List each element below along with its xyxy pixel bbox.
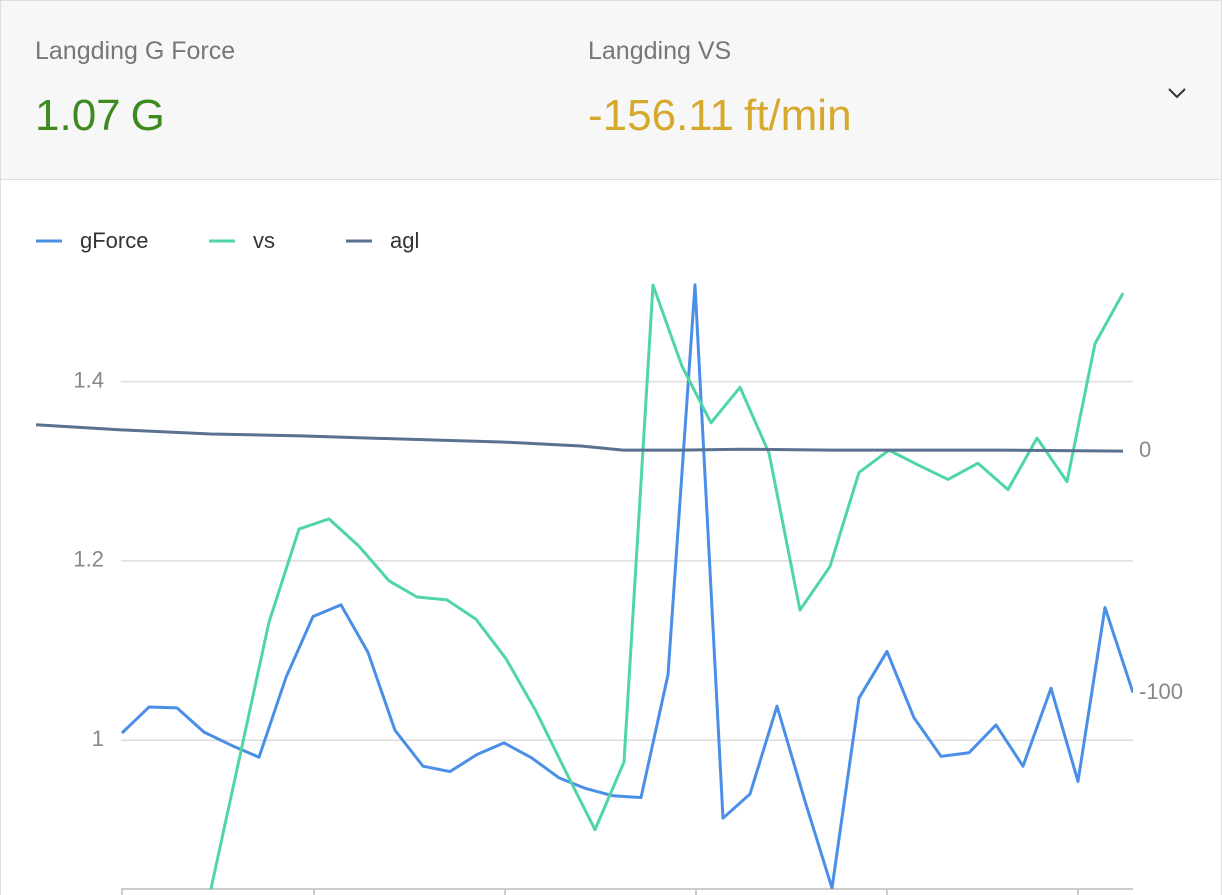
value: 1.07	[35, 91, 121, 140]
stat-value: 1.07 G	[35, 91, 175, 141]
unit: ft/min	[743, 91, 852, 140]
series-line	[209, 283, 1125, 889]
header: Langding G Force 1.07 G Langding VS -156.…	[1, 1, 1221, 180]
series-line	[120, 283, 1133, 889]
plot	[36, 283, 1133, 889]
y-tick-label: 1.2	[73, 547, 104, 572]
value: -156.11	[588, 91, 734, 140]
stat-value: -156.11 ft/min	[588, 91, 862, 141]
y-tick-label: 1	[92, 726, 104, 751]
unit: G	[130, 91, 165, 140]
stat-label: Langding G Force	[35, 37, 236, 65]
y-tick-label: 1.4	[73, 367, 104, 392]
legend-label: agl	[390, 228, 419, 253]
legend-label: gForce	[80, 228, 148, 253]
legend-label: vs	[253, 228, 275, 253]
y2-tick-label: 0	[1139, 437, 1151, 462]
expand-chevron[interactable]	[1165, 83, 1189, 103]
stat-label: Langding VS	[588, 37, 732, 65]
series-line	[36, 423, 1124, 453]
y2-tick-label: -100	[1139, 679, 1183, 704]
